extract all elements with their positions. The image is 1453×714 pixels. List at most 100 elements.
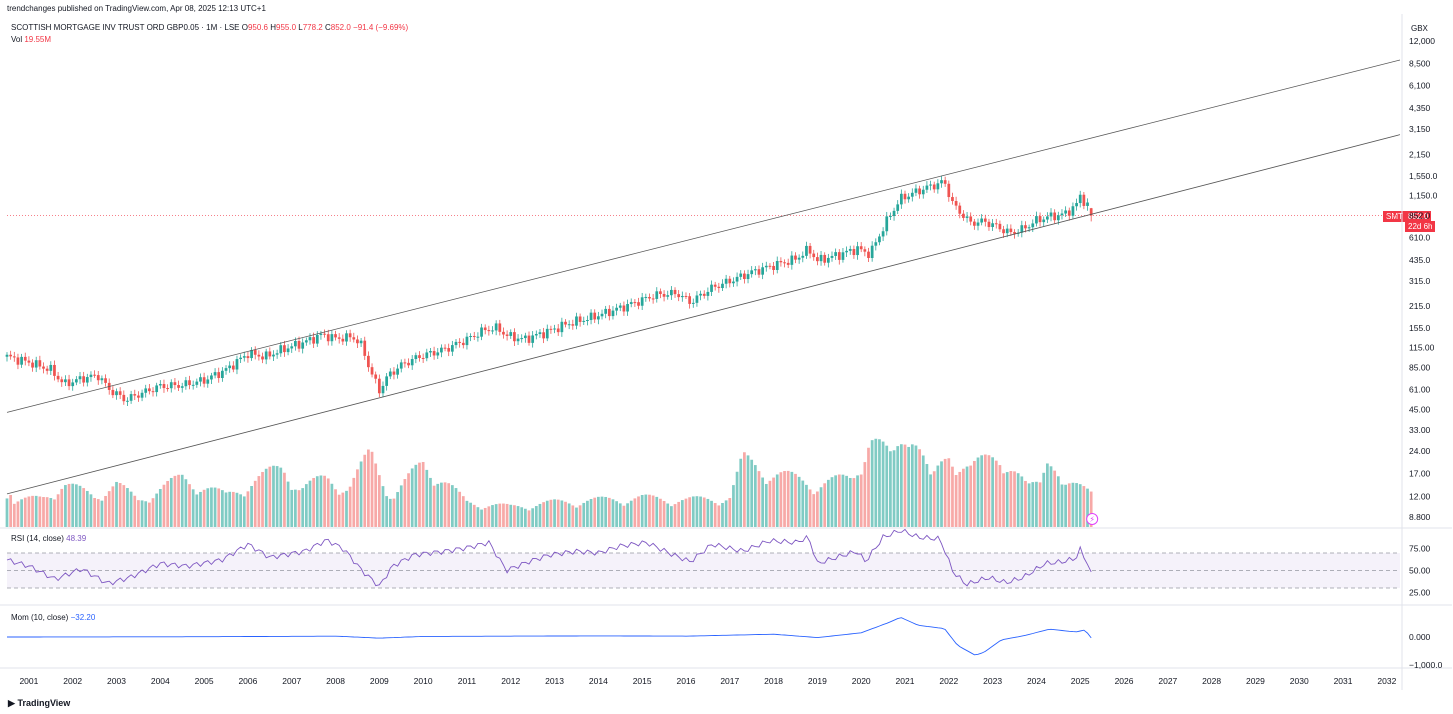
volume-bar xyxy=(542,502,545,527)
volume-bar xyxy=(783,471,786,527)
volume-bar xyxy=(943,458,947,527)
volume-bar xyxy=(629,500,633,527)
volume-bar xyxy=(958,471,962,527)
candle-body xyxy=(469,336,472,338)
time-tick-label: 2027 xyxy=(1158,676,1177,686)
volume-bar xyxy=(483,507,487,527)
time-tick-label: 2028 xyxy=(1202,676,1221,686)
volume-bar xyxy=(925,464,929,527)
volume-bar xyxy=(666,503,670,527)
volume-bar xyxy=(9,495,13,527)
volume-bar xyxy=(753,465,757,527)
candle-body xyxy=(786,262,790,265)
candle-body xyxy=(1071,206,1075,216)
candle-body xyxy=(64,379,67,383)
volume-bar xyxy=(702,497,706,527)
volume-bar xyxy=(392,498,396,527)
volume-bar xyxy=(626,503,629,527)
time-tick-label: 2029 xyxy=(1246,676,1265,686)
volume-bar xyxy=(202,489,206,527)
volume-bar xyxy=(903,444,907,527)
volume-bar xyxy=(396,492,399,527)
volume-bar xyxy=(1042,472,1046,527)
candle-body xyxy=(859,246,863,250)
volume-bar xyxy=(830,477,834,527)
candle-body xyxy=(261,356,264,360)
volume-bar xyxy=(534,506,538,527)
volume-bar xyxy=(775,474,779,527)
volume-bar xyxy=(472,504,476,527)
candle-body xyxy=(56,375,60,380)
tradingview-logo[interactable]: ▶ TradingView xyxy=(8,698,70,709)
candle-body xyxy=(96,375,100,381)
candle-body xyxy=(706,291,710,296)
candle-body xyxy=(443,347,447,349)
rsi-legend[interactable]: RSI (14, close) 48.39 xyxy=(11,534,86,543)
volume-bar xyxy=(363,454,367,527)
volume-bar xyxy=(239,494,242,527)
candle-body xyxy=(173,382,177,386)
volume-bar xyxy=(367,449,370,527)
candle-body xyxy=(553,328,556,330)
time-tick-label: 2001 xyxy=(19,676,38,686)
low-value: 778.2 xyxy=(302,23,323,32)
time-tick-label: 2010 xyxy=(414,676,433,686)
volume-bar xyxy=(947,458,951,527)
currency-label: GBX xyxy=(1411,24,1428,33)
volume-bar xyxy=(111,486,115,527)
candle-body xyxy=(472,336,476,338)
volume-bar xyxy=(994,460,998,527)
candle-body xyxy=(1049,212,1053,217)
volume-bar xyxy=(885,445,889,527)
candle-body xyxy=(801,255,805,258)
candle-body xyxy=(918,188,921,195)
candle-body xyxy=(936,183,940,190)
candle-body xyxy=(9,354,13,357)
volume-bar xyxy=(848,477,852,527)
volume-bar xyxy=(899,444,903,527)
volume-bar xyxy=(304,484,308,527)
candle-body xyxy=(673,289,677,295)
volume-bar xyxy=(1060,484,1064,527)
volume-bar xyxy=(257,476,261,527)
candle-body xyxy=(1002,229,1005,234)
price-tick-label: 315.0 xyxy=(1409,276,1431,286)
candle-body xyxy=(71,382,75,387)
candle-body xyxy=(206,379,210,384)
volume-bar xyxy=(680,500,684,527)
volume-bar xyxy=(191,489,195,527)
candle-body xyxy=(670,289,673,296)
candle-body xyxy=(527,335,531,343)
candle-body xyxy=(870,245,874,258)
candle-body xyxy=(775,261,779,270)
candle-body xyxy=(556,328,560,333)
candle-body xyxy=(509,332,513,336)
volume-bar xyxy=(188,484,191,527)
volume-bar xyxy=(688,497,691,527)
candle-body xyxy=(199,377,202,382)
candle-body xyxy=(78,376,82,380)
time-tick-label: 2025 xyxy=(1071,676,1090,686)
volume-bar xyxy=(1027,483,1031,527)
candle-body xyxy=(363,340,367,356)
candle-body xyxy=(969,216,973,222)
symbol-title[interactable]: SCOTTISH MORTGAGE INV TRUST ORD GBP0.05 … xyxy=(11,23,240,32)
volume-bar xyxy=(622,505,626,527)
volume-legend[interactable]: Vol 19.55M xyxy=(11,35,51,44)
volume-bar xyxy=(334,489,337,527)
candle-body xyxy=(582,320,586,322)
volume-bar xyxy=(1067,483,1071,527)
rsi-tick-label: 75.00 xyxy=(1409,544,1431,554)
candle-body xyxy=(228,365,232,369)
candle-body xyxy=(910,192,914,197)
candle-body xyxy=(257,354,261,357)
volume-bar xyxy=(1046,463,1049,527)
mom-legend[interactable]: Mom (10, close) −32.20 xyxy=(11,613,95,622)
candle-body xyxy=(158,384,162,386)
candle-body xyxy=(1089,208,1093,216)
candle-body xyxy=(38,360,42,367)
candle-body xyxy=(1082,194,1086,206)
candle-body xyxy=(235,359,239,370)
volume-bar xyxy=(166,480,169,527)
